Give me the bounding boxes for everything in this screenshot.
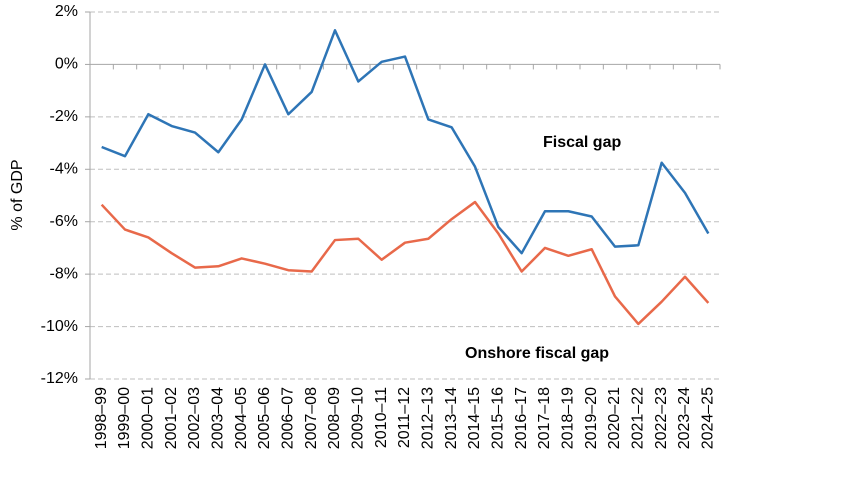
x-tick-label: 2014–15 [466, 387, 483, 449]
y-axis-label: % of GDP [9, 159, 26, 230]
x-tick-label: 2012–13 [420, 387, 437, 449]
x-tick-label: 2022–23 [653, 387, 670, 449]
x-tick-label: 2021–22 [630, 387, 647, 449]
x-tick-label: 2018–19 [560, 387, 577, 449]
x-tick-label: 2023–24 [676, 387, 693, 449]
y-tick-label: -2% [50, 108, 78, 125]
x-tick-label: 2009–10 [350, 387, 367, 449]
series-annotation: Onshore fiscal gap [465, 345, 609, 362]
x-tick-label: 2017–18 [536, 387, 553, 449]
y-tick-label: -6% [50, 213, 78, 230]
series-line [101, 29, 710, 255]
series-annotation: Fiscal gap [543, 134, 621, 151]
x-tick-label: 2015–16 [490, 387, 507, 449]
y-tick-label: -8% [50, 265, 78, 282]
x-tick-label: 2011–12 [396, 387, 413, 448]
y-tick-label: -4% [50, 161, 78, 178]
x-tick-label: 1999–00 [116, 387, 133, 449]
x-tick-label: 2016–17 [513, 387, 530, 449]
x-tick-label: 2005–06 [256, 387, 273, 449]
x-tick-label: 2019–20 [583, 387, 600, 449]
x-tick-label: 2000–01 [140, 387, 157, 449]
series-line [100, 200, 710, 326]
x-tick-label: 2006–07 [280, 387, 297, 449]
x-tick-label: 1998–99 [93, 387, 110, 449]
x-tick-label: 2003–04 [210, 387, 227, 449]
y-tick-label: -12% [41, 370, 78, 387]
x-tick-label: 2002–03 [186, 387, 203, 449]
x-tick-label: 2010–11 [373, 387, 390, 448]
x-tick-label: 2020–21 [606, 387, 623, 449]
x-tick-label: 2004–05 [233, 387, 250, 449]
x-tick-label: 2001–02 [163, 387, 180, 449]
y-tick-label: 2% [55, 3, 78, 20]
x-tick-label: 2024–25 [700, 387, 717, 449]
x-tick-label: 2013–14 [443, 387, 460, 449]
y-tick-label: 0% [55, 56, 78, 73]
y-tick-label: -10% [41, 318, 78, 335]
x-tick-label: 2008–09 [326, 387, 343, 449]
x-tick-label: 2007–08 [303, 387, 320, 449]
